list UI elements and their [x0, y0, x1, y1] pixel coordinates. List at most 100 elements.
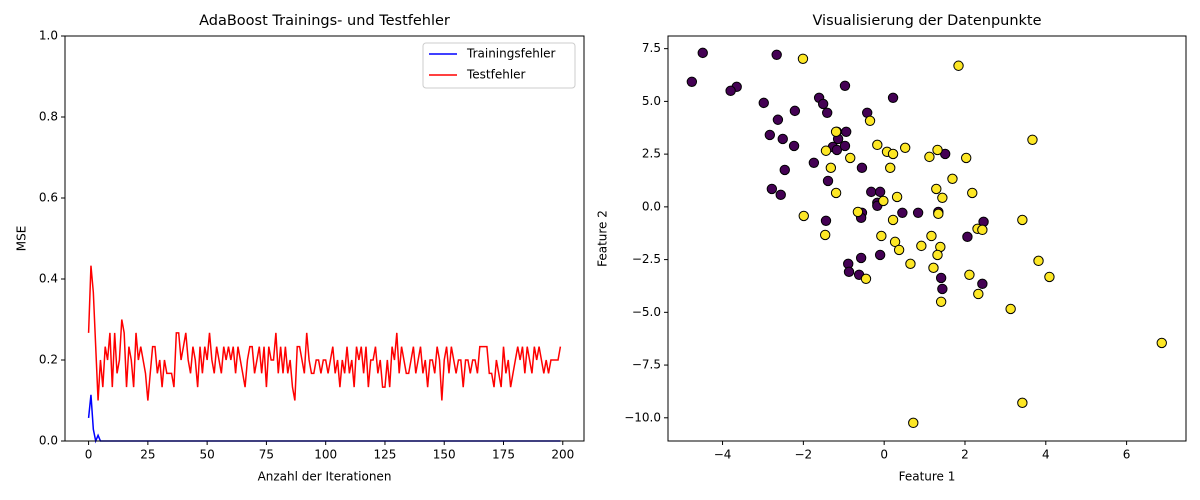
- point: [933, 208, 944, 220]
- point: [912, 207, 924, 218]
- line: [87, 394, 561, 444]
- point: [855, 252, 867, 264]
- point: [935, 296, 947, 307]
- x-axis-label: Anzahl der Iterationen: [258, 470, 392, 484]
- point: [905, 258, 916, 270]
- point: [1156, 337, 1167, 349]
- point: [899, 142, 911, 153]
- y-tick-label: 2.5: [642, 147, 661, 161]
- point: [962, 231, 973, 243]
- point: [820, 145, 832, 156]
- axes: Visualisierung der Datenpunkte Feature 1 F…: [596, 13, 1187, 484]
- point: [686, 76, 698, 87]
- point: [960, 152, 972, 164]
- chart-title: Visualisierung der Datenpunkte: [812, 13, 1041, 29]
- point: [860, 273, 872, 284]
- point: [1027, 134, 1038, 145]
- point: [789, 105, 801, 117]
- x-tick-label: 0: [85, 448, 93, 462]
- x-tick-label: 75: [259, 448, 274, 462]
- point: [924, 151, 935, 163]
- point: [771, 49, 782, 60]
- point: [926, 230, 937, 242]
- point: [953, 60, 964, 71]
- x-axis-label: Feature 1: [899, 470, 956, 484]
- point: [797, 53, 809, 64]
- x-tick-label: 125: [374, 448, 397, 462]
- point: [821, 107, 833, 118]
- y-tick-label: 0.8: [39, 110, 58, 124]
- point: [887, 214, 899, 226]
- y-tick-label: −10.0: [624, 410, 661, 424]
- point: [967, 187, 978, 199]
- point: [697, 47, 708, 59]
- point: [840, 126, 852, 137]
- x-tick-label: 175: [492, 448, 515, 462]
- x-tick-label: 4: [1042, 448, 1050, 462]
- point: [908, 417, 919, 429]
- chart-title: AdaBoost Trainings- und Testfehler: [199, 13, 450, 29]
- y-tick-label: 5.0: [642, 94, 661, 108]
- point: [891, 191, 903, 203]
- point: [822, 175, 834, 187]
- point: [772, 114, 784, 125]
- point: [1033, 255, 1044, 267]
- point: [887, 92, 899, 104]
- legend: Trainingsfehler Testfehler: [422, 42, 576, 89]
- point: [977, 224, 988, 236]
- point: [845, 152, 856, 164]
- y-tick-label: 0.4: [39, 272, 58, 286]
- point: [788, 140, 800, 152]
- line: [87, 265, 562, 401]
- point: [885, 162, 896, 174]
- point: [819, 229, 831, 241]
- point: [1044, 271, 1055, 283]
- x-tick-label: 100: [314, 448, 337, 462]
- point: [1005, 303, 1016, 315]
- point: [897, 207, 908, 218]
- point: [777, 133, 788, 145]
- y-axis-label: Feature 2: [596, 210, 610, 267]
- point: [725, 85, 736, 97]
- point: [830, 187, 842, 199]
- point: [878, 195, 889, 207]
- legend-label: Trainingsfehler: [466, 47, 556, 61]
- point: [874, 186, 886, 198]
- point: [1017, 397, 1028, 409]
- point: [852, 206, 864, 218]
- point: [937, 283, 948, 295]
- legend-box: [422, 42, 576, 89]
- point: [779, 164, 790, 176]
- point: [893, 244, 905, 256]
- point: [887, 148, 899, 160]
- point: [820, 215, 832, 226]
- point: [872, 139, 883, 151]
- point: [1017, 214, 1028, 226]
- x-tick-label: 0: [880, 448, 888, 462]
- point: [831, 144, 843, 156]
- point: [964, 269, 975, 280]
- x-tick-label: 6: [1123, 448, 1131, 462]
- point: [866, 186, 877, 198]
- point: [916, 240, 927, 252]
- y-tick-label: 7.5: [642, 41, 661, 55]
- y-axis-label: MSE: [15, 226, 29, 252]
- point: [876, 230, 887, 242]
- y-tick-label: 0.0: [39, 434, 58, 448]
- y-tick-label: 0.2: [39, 353, 58, 367]
- point: [932, 144, 943, 156]
- x-tick-label: −2: [795, 448, 813, 462]
- point: [937, 192, 948, 203]
- legend-label: Testfehler: [466, 68, 526, 82]
- x-tick-label: 200: [551, 448, 574, 462]
- point: [825, 162, 837, 174]
- axes: AdaBoost Trainings- und Testfehler Anzahl…: [15, 13, 585, 484]
- point: [856, 162, 868, 174]
- point: [947, 173, 958, 185]
- point: [758, 97, 769, 109]
- point: [874, 249, 886, 261]
- plot-frame: [64, 35, 585, 442]
- point: [889, 236, 901, 248]
- point: [973, 288, 984, 300]
